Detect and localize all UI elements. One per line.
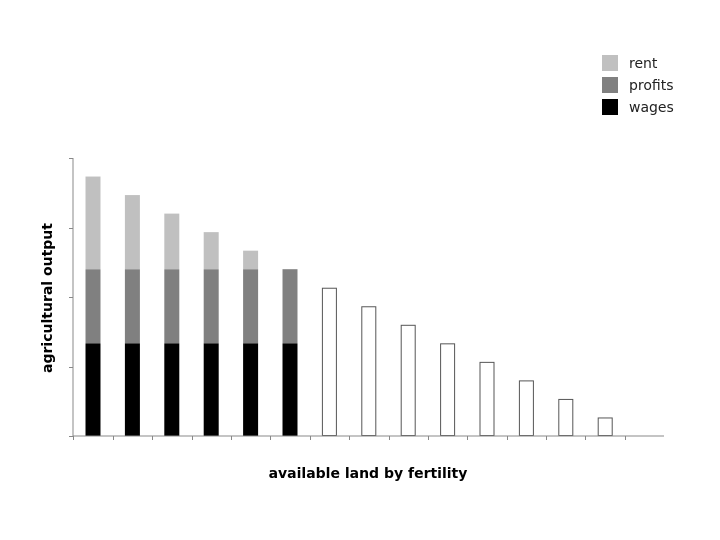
bar-empty-14 [597, 417, 613, 437]
bar-wages-6 [282, 343, 298, 436]
bar-empty-10 [440, 343, 456, 437]
x-axis-label: available land by fertility [269, 466, 468, 482]
legend-label-rent: rent [629, 56, 658, 72]
bars [85, 176, 613, 437]
axes [69, 158, 664, 440]
bar-profits-1 [85, 269, 101, 344]
bar-rent-4 [203, 232, 219, 270]
bar-rent-2 [124, 195, 140, 270]
legend-swatch-profits [602, 77, 618, 93]
bar-empty-12 [518, 380, 534, 436]
bar-profits-3 [164, 269, 180, 344]
bar-wages-3 [164, 343, 180, 436]
bar-profits-6 [282, 269, 298, 344]
legend: rent profits wages [602, 55, 674, 116]
bar-empty-13 [558, 398, 574, 436]
bar-rent-3 [164, 213, 180, 270]
bar-profits-2 [124, 269, 140, 344]
legend-swatch-rent [602, 55, 618, 71]
bar-profits-4 [203, 269, 219, 344]
bar-empty-8 [361, 306, 377, 436]
bar-empty-9 [400, 324, 416, 436]
bar-wages-2 [124, 343, 140, 436]
bar-wages-4 [203, 343, 219, 436]
bar-wages-5 [243, 343, 259, 436]
bar-rent-1 [85, 176, 101, 270]
bar-profits-5 [243, 269, 259, 344]
legend-label-wages: wages [629, 100, 674, 116]
y-axis-label: agricultural output [40, 223, 56, 373]
legend-swatch-wages [602, 99, 618, 115]
bar-wages-1 [85, 343, 101, 436]
legend-label-profits: profits [629, 78, 674, 94]
bar-empty-7 [321, 287, 337, 436]
bar-rent-5 [243, 250, 259, 270]
bar-empty-11 [479, 361, 495, 436]
